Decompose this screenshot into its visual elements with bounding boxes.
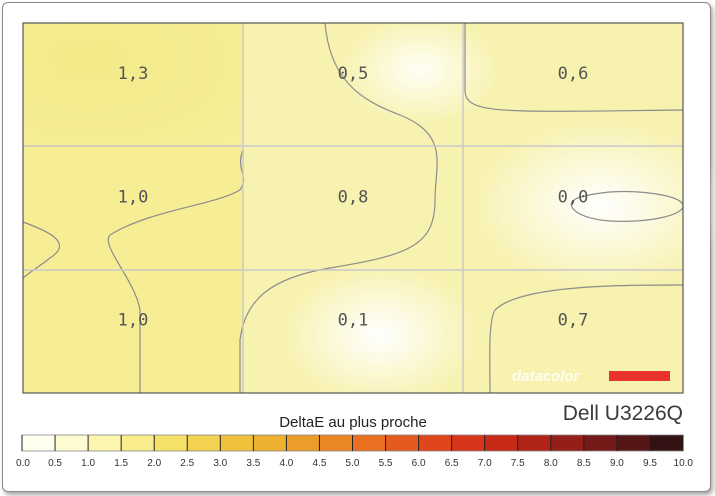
colorbar-segment-15	[517, 435, 552, 451]
cell-value-r1-c1: 0,8	[338, 187, 369, 207]
colorbar-tick-label-2: 1.0	[81, 458, 95, 469]
colorbar-segment-6	[220, 435, 254, 451]
cell-value-r2-c1: 0,1	[338, 311, 369, 331]
plot-border	[22, 22, 684, 394]
colorbar-segment-19	[649, 435, 684, 451]
cell-value-r2-c2: 0,7	[558, 311, 589, 331]
cell-value-r0-c0: 1,3	[118, 64, 149, 84]
colorbar-tick-label-14: 7.0	[478, 458, 492, 469]
colorbar-tick-label-7: 3.5	[246, 458, 260, 469]
colorbar-tick-label-15: 7.5	[511, 458, 525, 469]
colorbar-segment-11	[385, 435, 420, 451]
colorbar-tick-label-0: 0.0	[16, 458, 30, 469]
svg-text:datacolor: datacolor	[512, 368, 581, 385]
colorbar-tick-label-1: 0.5	[48, 458, 62, 469]
cell-value-r2-c0: 1,0	[118, 311, 149, 331]
cell-value-r1-c2: 0,0	[558, 187, 589, 207]
colorbar-tick-label-19: 9.5	[643, 458, 657, 469]
cell-value-r1-c0: 1,0	[118, 187, 149, 207]
colorbar-segment-7	[253, 435, 287, 451]
colorbar-tick-label-8: 4.0	[279, 458, 293, 469]
colorbar-tick-label-6: 3.0	[213, 458, 227, 469]
colorbar-segment-4	[154, 435, 188, 451]
colorbar-tick-label-17: 8.5	[577, 458, 591, 469]
colorbar-title: DeltaE au plus proche	[279, 414, 427, 431]
colorbar-tick-label-18: 9.0	[610, 458, 624, 469]
colorbar-tick-label-10: 5.0	[346, 458, 360, 469]
monitor-model-label: Dell U3226Q	[563, 402, 683, 425]
colorbar-segment-9	[319, 435, 353, 451]
colorbar-segment-5	[187, 435, 221, 451]
colorbar-ticks: 0.0 0.5 1.0 1.5 2.0 2.5 3.0 3.5 4.0 4.5 5.0 5.5 6.0 6…	[16, 435, 693, 469]
colorbar-segment-13	[451, 435, 486, 451]
colorbar-tick-label-13: 6.5	[445, 458, 459, 469]
colorbar-segment-8	[286, 435, 320, 451]
colorbar-tick-label-3: 1.5	[114, 458, 128, 469]
colorbar-tick-label-11: 5.5	[379, 458, 393, 469]
colorbar-segment-0	[22, 435, 56, 451]
colorbar-segment-1	[55, 435, 89, 451]
colorbar	[21, 434, 684, 452]
colorbar-tick-label-4: 2.0	[147, 458, 161, 469]
colorbar-segment-18	[616, 435, 651, 451]
cell-value-r0-c2: 0,6	[558, 64, 589, 84]
heatmap-area	[22, 15, 715, 405]
colorbar-segment-16	[550, 435, 585, 451]
colorbar-segment-17	[583, 435, 618, 451]
cell-labels: 1,3 0,5 0,6 1,0 0,8 0,0 1,0 0,1 0,7	[118, 64, 589, 331]
colorbar-segment-3	[121, 435, 155, 451]
colorbar-tick-label-9: 4.5	[312, 458, 326, 469]
colorbar-segment-2	[88, 435, 122, 451]
datacolor-logo: datacolor	[512, 368, 670, 385]
colorbar-tick-label-16: 8.0	[544, 458, 558, 469]
colorbar-segment-10	[352, 435, 387, 451]
colorbar-tick-label-5: 2.5	[180, 458, 194, 469]
grid-lines	[23, 23, 683, 393]
colorbar-tick-label-20: 10.0	[674, 458, 694, 469]
colorbar-segment-12	[418, 435, 453, 451]
colorbar-tick-label-12: 6.0	[412, 458, 426, 469]
colorbar-segment-14	[484, 435, 519, 451]
cell-value-r0-c1: 0,5	[338, 64, 369, 84]
